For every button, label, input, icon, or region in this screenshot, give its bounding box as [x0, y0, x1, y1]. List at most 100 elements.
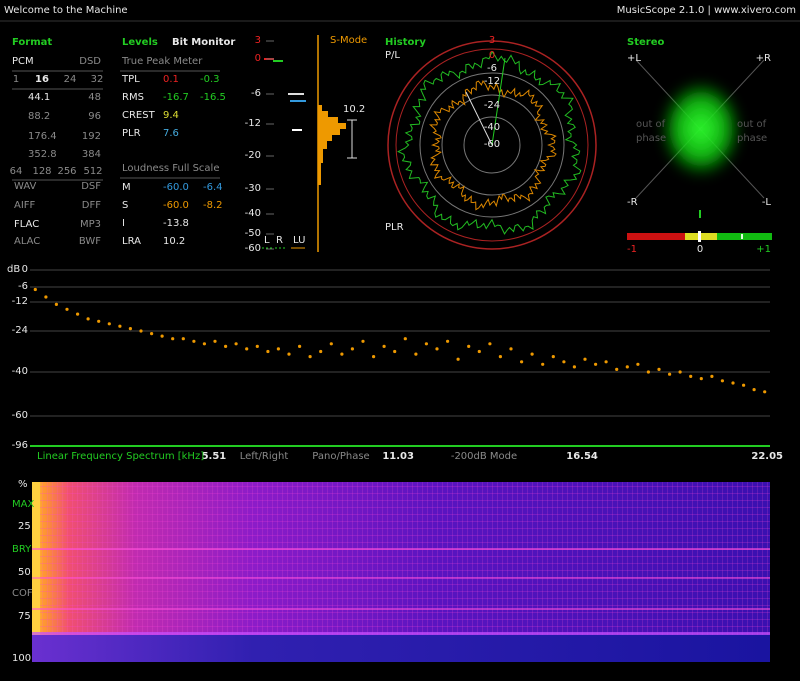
spectrum-point	[520, 360, 524, 364]
rows: 0.1	[163, 74, 179, 85]
bit-monitor: Bit Monitor	[172, 37, 236, 48]
spectrum-point	[202, 342, 206, 346]
spectrum-point	[731, 381, 735, 385]
spectrum-point	[594, 362, 598, 366]
rows: 44.1	[28, 92, 51, 103]
spectrum-point	[255, 344, 259, 348]
spectrum-plot	[30, 269, 770, 447]
spectrum-point	[710, 374, 714, 378]
loud-rows: I	[122, 218, 125, 229]
loud-rows: S	[122, 200, 129, 211]
rows: 9.4	[163, 110, 179, 121]
rows: -16.5	[200, 92, 226, 103]
ticks: BRY	[12, 544, 32, 555]
history-needle	[491, 57, 506, 146]
yticks: -40	[11, 366, 28, 377]
spectrum-point	[424, 342, 428, 346]
spectrum-point	[340, 352, 344, 356]
spectrum-point	[699, 377, 703, 381]
loud-rows: -60.0	[163, 182, 189, 193]
rings: -24	[483, 100, 501, 111]
loud-rows: -60.0	[163, 200, 189, 211]
spectrum-point	[181, 337, 185, 341]
ticks: -20	[244, 150, 261, 161]
spectrum-point	[403, 337, 407, 341]
spectrum-point	[498, 355, 502, 359]
rows: ALAC	[14, 236, 41, 247]
spectrum-point	[276, 347, 280, 351]
rows: 256	[57, 166, 77, 177]
xticks: 5.51	[201, 451, 227, 462]
spectrum-point	[477, 349, 481, 354]
rings: -60	[483, 139, 501, 150]
xticks: 11.03	[382, 451, 414, 462]
ticks: 3	[254, 35, 261, 46]
rows: -16.7	[163, 92, 189, 103]
spectrum-point	[530, 352, 534, 356]
spectrum-point	[319, 349, 323, 354]
title: Levels	[122, 37, 158, 48]
spectrum-point	[615, 367, 619, 371]
history-radar	[387, 40, 597, 250]
rows: 128	[32, 166, 52, 177]
spectrum-point	[128, 327, 132, 331]
spectrum-point	[689, 374, 693, 378]
ticks: -12	[244, 118, 261, 129]
spectrum-point	[245, 347, 249, 351]
spectrum-point	[446, 339, 450, 343]
rows: 384	[81, 149, 101, 160]
spectrum-point	[668, 372, 672, 376]
ticks: %	[18, 479, 28, 490]
scale: 0	[696, 244, 704, 255]
spectrum-point	[97, 319, 101, 323]
unit: dB	[7, 264, 21, 275]
ticks: 0	[254, 53, 261, 64]
corners: -L	[761, 197, 771, 208]
spectrum-point	[393, 349, 397, 354]
history-trace	[428, 79, 557, 211]
spectrum-point	[742, 383, 746, 387]
spectrum-point	[150, 332, 154, 336]
rings: 0	[488, 50, 496, 61]
spectrum-point	[509, 347, 513, 351]
modes: Pano/Phase	[312, 451, 370, 462]
channels: LU	[293, 235, 306, 246]
spectrum-point	[541, 362, 545, 366]
scale: -1	[627, 244, 637, 255]
spectrum-point	[414, 352, 418, 356]
dsd: DSD	[79, 56, 101, 67]
rings: -6	[487, 63, 497, 74]
spectrum-point	[372, 355, 376, 359]
rings: -40	[483, 122, 501, 133]
spectrum-point	[224, 344, 228, 348]
spectrum-point	[720, 379, 725, 383]
spectrum-point	[382, 344, 386, 348]
rows: DFF	[81, 200, 101, 211]
loud-rows: -13.8	[163, 218, 189, 229]
rows: AIFF	[14, 200, 36, 211]
title: Format	[12, 37, 53, 48]
spectrum-point	[488, 342, 492, 346]
ticks: 75	[18, 611, 31, 622]
true-peak: True Peak Meter	[122, 56, 203, 67]
spectrum-point	[54, 302, 59, 306]
channels: L	[264, 235, 270, 246]
out-of-phase: out of phase	[636, 119, 667, 144]
rows: 176.4	[28, 131, 57, 142]
modes: Left/Right	[239, 451, 289, 462]
corners: +L	[627, 53, 641, 64]
rows: FLAC	[14, 219, 40, 230]
xticks: 16.54	[566, 451, 598, 462]
spectrum-point	[350, 347, 354, 351]
lra: 10.2	[343, 104, 366, 115]
ticks: 100	[12, 653, 32, 664]
spectrum-point	[752, 388, 756, 392]
rows: 352.8	[28, 149, 57, 160]
rows: 32	[90, 74, 104, 85]
yticks: -24	[11, 325, 28, 336]
spectrum-point	[192, 339, 196, 343]
spectrum-point	[646, 370, 651, 374]
yticks: -60	[11, 410, 28, 421]
ticks: -30	[244, 183, 261, 194]
